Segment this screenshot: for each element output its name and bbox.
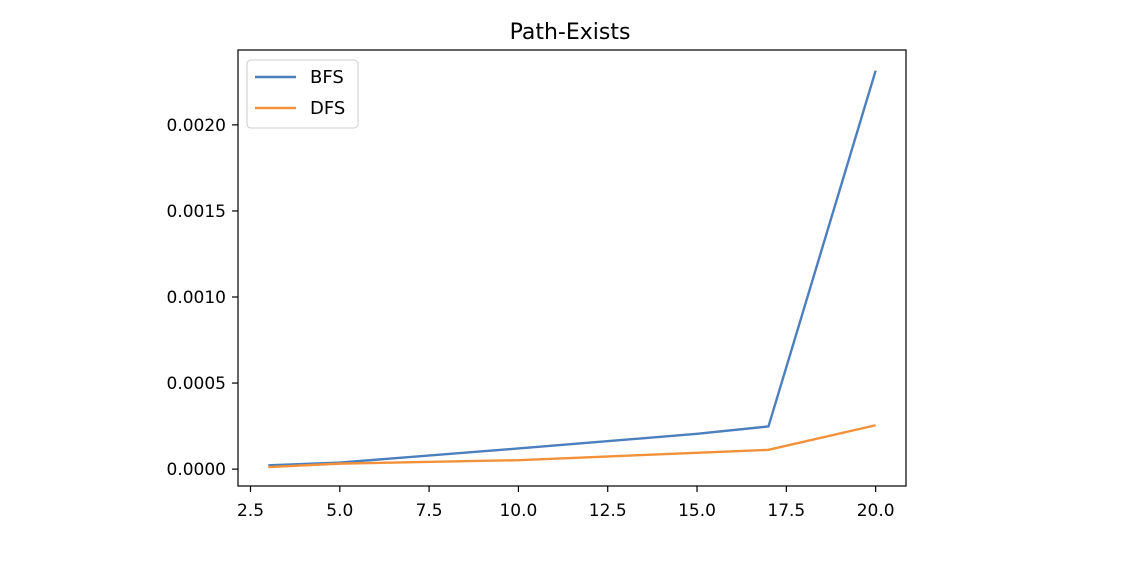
y-axis: 0.0000 0.0005 0.0010 0.0015 0.0020 [167, 116, 238, 480]
plot-frame [237, 49, 907, 487]
series-line-dfs [268, 424, 876, 469]
y-tick-label: 0.0015 [167, 202, 226, 222]
legend-label-dfs: DFS [310, 98, 345, 119]
legend: BFS DFS [246, 59, 359, 129]
y-tick-label: 0.0005 [167, 374, 226, 394]
y-tick-label: 0.0020 [167, 116, 226, 136]
x-tick-label: 12.5 [589, 501, 627, 521]
x-tick-label: 15.0 [678, 501, 716, 521]
series-line-bfs [268, 70, 877, 467]
y-tick-label: 0.0000 [167, 460, 226, 480]
y-tick-label: 0.0010 [167, 288, 226, 308]
chart-title: Path-Exists [510, 20, 631, 45]
x-tick-label: 20.0 [857, 501, 895, 521]
series-layer [268, 70, 877, 469]
legend-label-bfs: BFS [310, 67, 344, 88]
x-tick-label: 7.5 [416, 501, 443, 521]
x-tick-label: 17.5 [767, 501, 805, 521]
x-tick-label: 5.0 [326, 501, 353, 521]
x-axis: 2.5 5.0 7.5 10.0 12.5 15.0 17.5 20.0 [237, 486, 895, 521]
x-tick-label: 2.5 [237, 501, 264, 521]
x-tick-label: 10.0 [499, 501, 537, 521]
